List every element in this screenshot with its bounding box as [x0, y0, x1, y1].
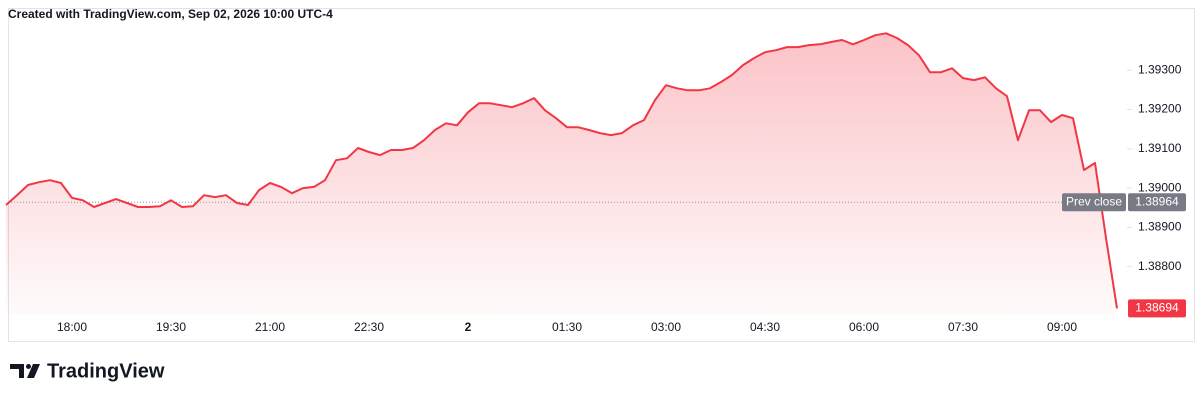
brand: TradingView — [47, 360, 165, 382]
x-tick-label: 03:00 — [651, 320, 681, 334]
y-tick-label: 1.39000 — [1138, 180, 1182, 194]
x-tick-label: 19:30 — [156, 320, 186, 334]
logo-dot — [26, 364, 31, 369]
x-tick-label: 07:30 — [948, 320, 978, 334]
area-fill — [6, 33, 1117, 316]
last-price-badge — [1128, 299, 1186, 318]
y-tick-label: 1.39100 — [1138, 141, 1182, 155]
y-tick-label: 1.39300 — [1138, 62, 1182, 76]
x-tick-label: 2 — [465, 320, 472, 334]
chart-title: Created with TradingView.com, Sep 02, 20… — [8, 7, 333, 21]
chart-frame — [8, 8, 1195, 342]
prev-close-badge — [1062, 193, 1126, 212]
x-tick-label: 18:00 — [57, 320, 87, 334]
y-tick-label: 1.39200 — [1138, 102, 1182, 116]
prev-close-value: 1.38964 — [1135, 194, 1179, 208]
prev-close-value-badge — [1128, 193, 1186, 212]
x-tick-label: 04:30 — [750, 320, 780, 334]
price-line — [5, 32, 1118, 309]
prev-close-label: Prev close — [1066, 194, 1122, 208]
y-tick-label: 1.38900 — [1138, 220, 1182, 234]
x-tick-label: 06:00 — [849, 320, 879, 334]
y-tick-label: 1.38800 — [1138, 259, 1182, 273]
x-tick-label: 21:00 — [255, 320, 285, 334]
logo-slash — [27, 364, 40, 378]
x-tick-label: 09:00 — [1047, 320, 1077, 334]
plot: 1.38800 1.38900 1.39000 1.39100 1.39200 1.393… — [5, 32, 1186, 334]
x-tick-label: 01:30 — [552, 320, 582, 334]
x-tick-label: 22:30 — [354, 320, 384, 334]
last-price-label: 1.38694 — [1135, 300, 1179, 314]
logo: TradingView — [10, 360, 165, 382]
logo-mark — [10, 364, 24, 378]
